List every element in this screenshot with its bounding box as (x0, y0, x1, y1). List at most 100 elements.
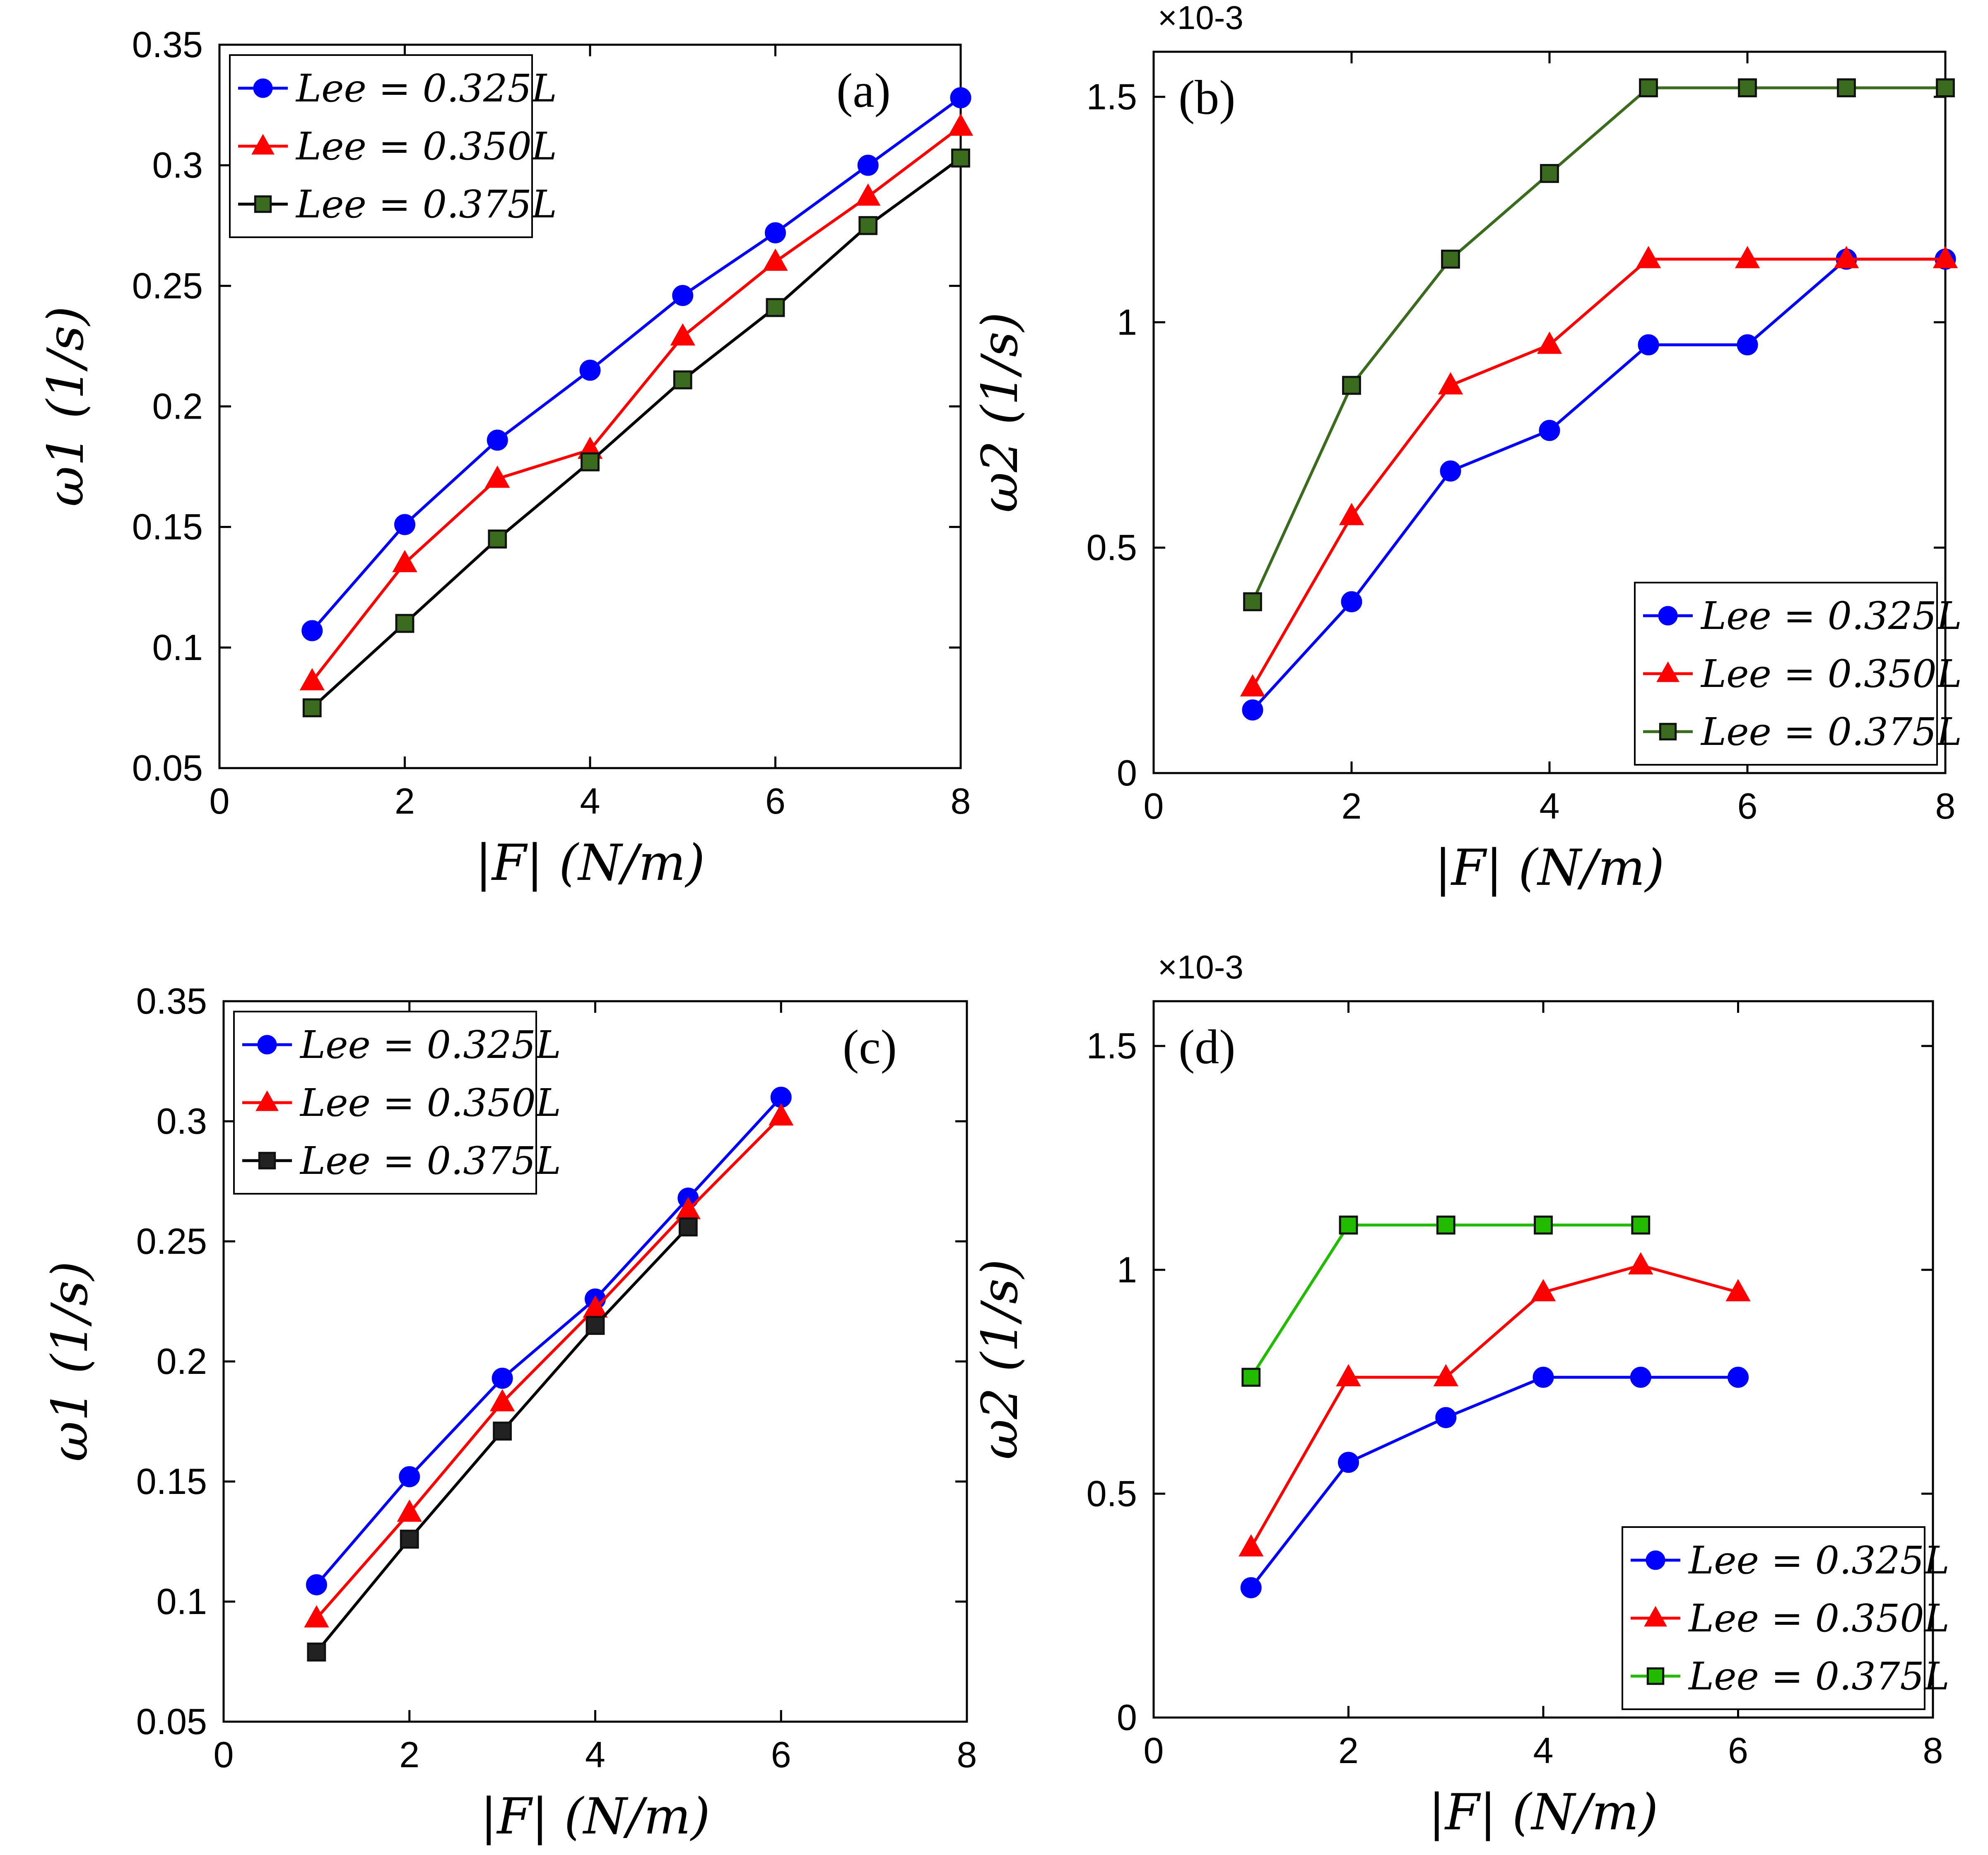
y-tick-label: 0.25 (132, 265, 203, 306)
y-tick-label: 0.05 (132, 747, 203, 788)
series-square (307, 1217, 698, 1662)
chart-panel-a: 0 2 4 6 8 0.05 0.1 0.15 0.2 0.25 0.3 0.35 |F| (N/m) ω… (37, 24, 974, 892)
data-point-triangle (855, 183, 881, 206)
legend-marker-triangle (255, 1090, 279, 1111)
data-point-triangle (1336, 1364, 1361, 1387)
y-axis-label: ω1 (1/s) (37, 306, 95, 506)
legend-marker-square (1646, 1667, 1665, 1685)
panel-label: (c) (843, 1020, 897, 1074)
y-tick-label: 0 (1117, 1697, 1137, 1738)
x-tick-label: 2 (1342, 785, 1362, 826)
data-point-square (1342, 376, 1361, 395)
data-point-square (586, 1316, 605, 1335)
y-tick-label: 0.05 (136, 1701, 207, 1742)
data-point-triangle (485, 465, 510, 488)
series-triangle (299, 113, 974, 691)
data-point-square (766, 298, 785, 317)
data-point-circle (672, 285, 694, 306)
y-tick-label: 0.15 (132, 506, 203, 547)
legend-label: Lee = 0.350L (295, 124, 557, 169)
y-axis-label: ω2 (1/s) (971, 312, 1029, 513)
series-line (311, 157, 962, 709)
series-line (1251, 86, 1945, 602)
series-circle (1240, 1366, 1749, 1598)
series-triangle (304, 1103, 794, 1628)
data-point-circle (306, 1574, 327, 1595)
data-point-circle (1728, 1366, 1749, 1388)
data-point-triangle (1339, 503, 1364, 525)
series-line (311, 125, 962, 682)
x-tick-label: 2 (399, 1734, 419, 1775)
data-point-triangle (1725, 1279, 1751, 1301)
legend-marker-square (254, 195, 272, 213)
data-point-triangle (304, 1605, 329, 1628)
data-point-circle (1638, 334, 1659, 356)
series-line (315, 1115, 782, 1619)
x-tick-label: 0 (210, 781, 230, 822)
x-tick-label: 8 (1935, 785, 1956, 826)
data-point-square (581, 452, 600, 472)
y-tick-label: 1 (1117, 1249, 1137, 1290)
x-tick-label: 8 (951, 781, 971, 822)
series-circle (1242, 248, 1956, 721)
data-point-circle (765, 222, 786, 243)
legend-box (1622, 1526, 1925, 1710)
series-line (1250, 1224, 1641, 1378)
legend-marker-square (1659, 723, 1677, 741)
x-tick-label: 0 (214, 1734, 234, 1775)
chart-panel-b: 0 2 4 6 8 0 0.5 1 1.5 ×10-3 |F| (N/m) ω2 (1/s) (b) Le… (971, 0, 1962, 897)
legend-marker-square (258, 1152, 276, 1170)
data-point-triangle (1433, 1364, 1458, 1387)
series-circle (301, 87, 971, 641)
x-axis-label: |F| (N/m) (480, 1788, 710, 1845)
legend-marker-triangle (251, 134, 275, 155)
y-tick-label: 0.2 (152, 386, 203, 427)
x-tick-label: 6 (1737, 785, 1758, 826)
data-point-circle (1242, 699, 1263, 721)
series-line (315, 1096, 782, 1586)
panel-label: (d) (1178, 1020, 1236, 1074)
data-point-triangle (489, 1389, 515, 1412)
series-triangle (1240, 246, 1958, 697)
legend-label: Lee = 0.350L (299, 1081, 561, 1125)
data-point-square (1540, 164, 1559, 183)
x-tick-label: 4 (1533, 1730, 1554, 1771)
y-tick-label: 0.1 (157, 1581, 207, 1622)
data-point-circle (857, 154, 879, 176)
data-point-circle (1435, 1407, 1457, 1429)
data-point-triangle (1537, 331, 1562, 354)
series-line (1251, 258, 1945, 711)
data-point-triangle (1933, 246, 1958, 268)
y-tick-label: 0.15 (136, 1461, 207, 1502)
y-exponent: ×10-3 (1158, 0, 1243, 36)
x-tick-label: 2 (1338, 1730, 1359, 1771)
data-point-square (858, 216, 878, 235)
x-tick-label: 6 (1728, 1730, 1748, 1771)
data-point-square (951, 148, 970, 168)
data-point-circle (1341, 591, 1362, 612)
data-point-triangle (670, 323, 695, 346)
data-point-square (395, 614, 414, 633)
x-tick-label: 6 (771, 1734, 791, 1775)
data-point-triangle (769, 1103, 794, 1126)
data-point-circle (1533, 1366, 1554, 1388)
series-square (302, 148, 970, 718)
data-point-square (1631, 1215, 1651, 1235)
data-point-square (400, 1530, 419, 1549)
data-point-circle (394, 514, 415, 535)
data-point-circle (301, 620, 323, 641)
data-point-circle (492, 1368, 513, 1389)
series-line (1250, 1264, 1739, 1548)
legend-marker-triangle (1656, 661, 1680, 682)
data-point-square (307, 1642, 326, 1662)
data-point-square (1241, 1368, 1261, 1387)
y-tick-label: 0.2 (157, 1341, 207, 1382)
data-point-circle (1630, 1366, 1651, 1388)
data-point-circle (399, 1466, 420, 1487)
legend-label: Lee = 0.325L (1700, 594, 1962, 638)
chart-panel-d: 0 2 4 6 8 0 0.5 1 1.5 ×10-3 |F| (N/m) ω2 (1/s) (d) Le… (971, 949, 1949, 1841)
legend-marker-circle (253, 78, 273, 98)
x-tick-label: 6 (765, 781, 786, 822)
x-axis-label: |F| (N/m) (1428, 1784, 1658, 1841)
